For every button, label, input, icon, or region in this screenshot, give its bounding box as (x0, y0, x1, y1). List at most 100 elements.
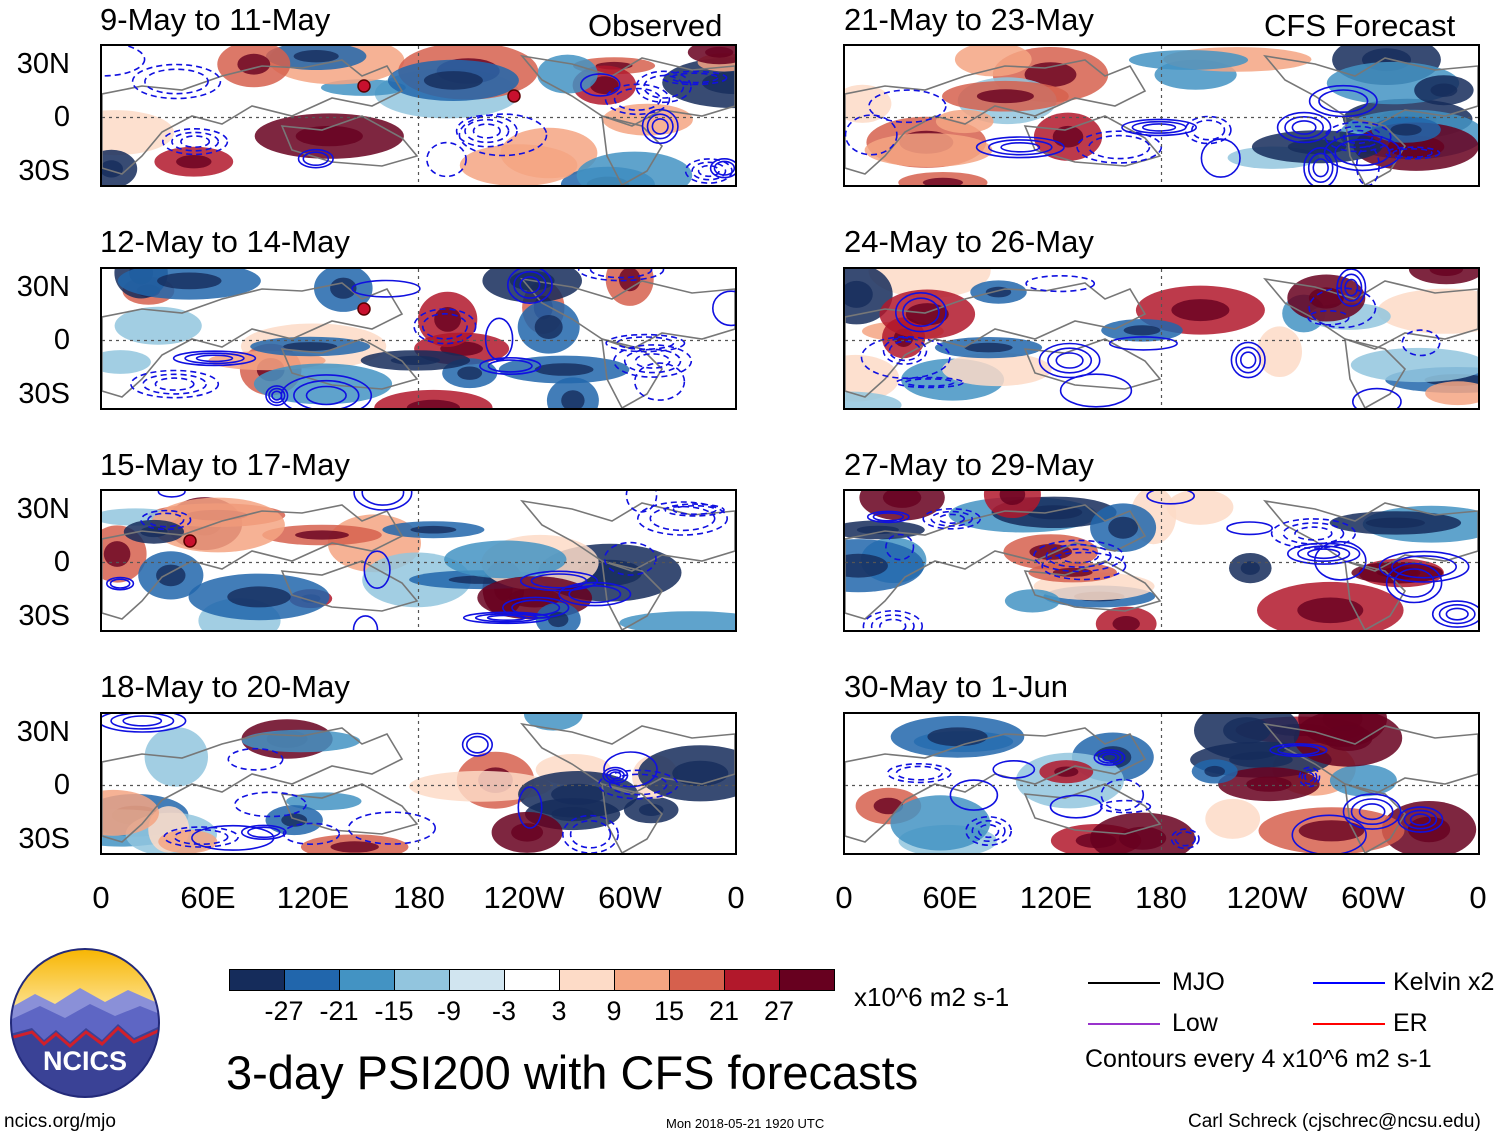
kelvin-contour (519, 570, 598, 592)
anomaly-core (330, 277, 357, 299)
kelvin-contour (487, 359, 533, 373)
anomaly-core (590, 76, 619, 95)
kelvin-contour (1307, 309, 1350, 326)
kelvin-contour (1340, 273, 1363, 302)
kelvin-contour (172, 350, 257, 367)
kelvin-contour (458, 113, 548, 157)
panel-title-2: 12-May to 14-May (100, 224, 350, 259)
anomaly-blob (942, 352, 1052, 387)
kelvin-contour (1033, 539, 1125, 573)
kelvin-contour (530, 573, 588, 589)
kelvin-contour (568, 584, 622, 604)
kelvin-contour (625, 491, 658, 513)
kelvin-contour (603, 541, 657, 576)
lat-label-30n: 30N (16, 493, 70, 525)
kelvin-contour (1038, 342, 1101, 379)
timestamp: Mon 2018-05-21 1920 UTC (666, 1116, 825, 1131)
storm-icon (357, 302, 371, 316)
coastline (1023, 560, 1162, 612)
colorbar-tick: -27 (264, 996, 304, 1026)
anomaly-blob (1166, 491, 1234, 525)
kelvin-contour (709, 158, 735, 179)
kelvin-contour (1397, 806, 1444, 833)
kelvin-contour (154, 377, 195, 391)
kelvin-contour (1000, 142, 1041, 153)
legend-er-line (1313, 1023, 1385, 1025)
panel-title-3: 15-May to 17-May (100, 447, 350, 482)
kelvin-contour (1391, 555, 1457, 579)
kelvin-contour (1431, 600, 1478, 628)
kelvin-contour (265, 385, 289, 407)
anomaly-core (534, 363, 594, 376)
kelvin-contour (413, 308, 477, 345)
kelvin-contour (977, 823, 1000, 839)
kelvin-contour (1307, 152, 1334, 184)
anomaly-core (927, 727, 988, 747)
anomaly-core (1123, 325, 1161, 336)
kelvin-contour (184, 352, 245, 365)
kelvin-contour (1344, 278, 1359, 297)
lat-label-30n: 30N (16, 716, 70, 748)
kelvin-contour (353, 491, 413, 511)
map-panel-6 (843, 267, 1480, 410)
anomaly-core (976, 89, 1034, 104)
kelvin-contour (1059, 373, 1133, 408)
map-panel-8 (843, 712, 1480, 855)
kelvin-contour (1378, 550, 1470, 583)
kelvin-contour (597, 769, 679, 800)
anomaly-core (434, 307, 461, 332)
anomaly-core (638, 803, 664, 816)
colorbar-swatch (559, 969, 615, 991)
kelvin-contour (1350, 798, 1394, 826)
colorbar-swatch (779, 969, 835, 991)
kelvin-contour (1291, 814, 1367, 853)
coastline (845, 59, 1147, 175)
kelvin-contour (635, 70, 692, 104)
kelvin-contour (472, 123, 501, 139)
anomaly-core (511, 823, 544, 842)
anomaly-blob (576, 151, 693, 185)
kelvin-contour (1045, 543, 1112, 568)
anomaly-blob (1205, 798, 1261, 839)
kelvin-contour (1100, 778, 1145, 812)
kelvin-contour (1146, 491, 1195, 505)
anomaly-core (1108, 516, 1138, 539)
kelvin-contour (1270, 518, 1357, 549)
coastline (520, 499, 735, 572)
kelvin-contour (1142, 123, 1177, 132)
kelvin-contour (268, 387, 286, 404)
forecast-label: CFS Forecast (1264, 8, 1456, 43)
anomaly-blob (409, 770, 552, 802)
kelvin-contour (1324, 121, 1392, 153)
logo-text: NCICS (43, 1046, 127, 1076)
anomaly-core (548, 611, 569, 628)
lon-label-0-end: 0 (1469, 880, 1487, 915)
kelvin-contour (577, 269, 665, 282)
kelvin-contour (1294, 526, 1333, 541)
kelvin-contour (142, 373, 207, 395)
observed-label: Observed (588, 8, 723, 43)
anomaly-blob (1425, 381, 1478, 406)
lat-label-30s: 30S (18, 600, 70, 632)
kelvin-contour (1025, 275, 1096, 293)
kelvin-contour (1403, 809, 1438, 830)
anomaly-blob (374, 389, 493, 408)
kelvin-contour (1445, 607, 1469, 621)
anomaly-blob (102, 350, 151, 374)
colorbar-swatch (724, 969, 780, 991)
map-panel-3 (100, 489, 737, 632)
lon-label-0-end: 0 (727, 880, 745, 915)
anomaly-blob (1004, 589, 1060, 613)
anomaly-core (295, 125, 363, 147)
anomaly-core (1119, 826, 1167, 850)
kelvin-contour (975, 136, 1065, 159)
anomaly-core (1246, 776, 1292, 792)
contour-note: Contours every 4 x10^6 m2 s-1 (1085, 1045, 1432, 1073)
website-link[interactable]: ncics.org/mjo (4, 1111, 116, 1132)
kelvin-contour (1334, 138, 1391, 167)
anomaly-core (295, 530, 349, 540)
colorbar-swatch (614, 969, 670, 991)
map-panel-7 (843, 489, 1480, 632)
author-credit: Carl Schreck (cjschrec@ncsu.edu) (1188, 1111, 1481, 1132)
anomaly-core (103, 541, 131, 567)
